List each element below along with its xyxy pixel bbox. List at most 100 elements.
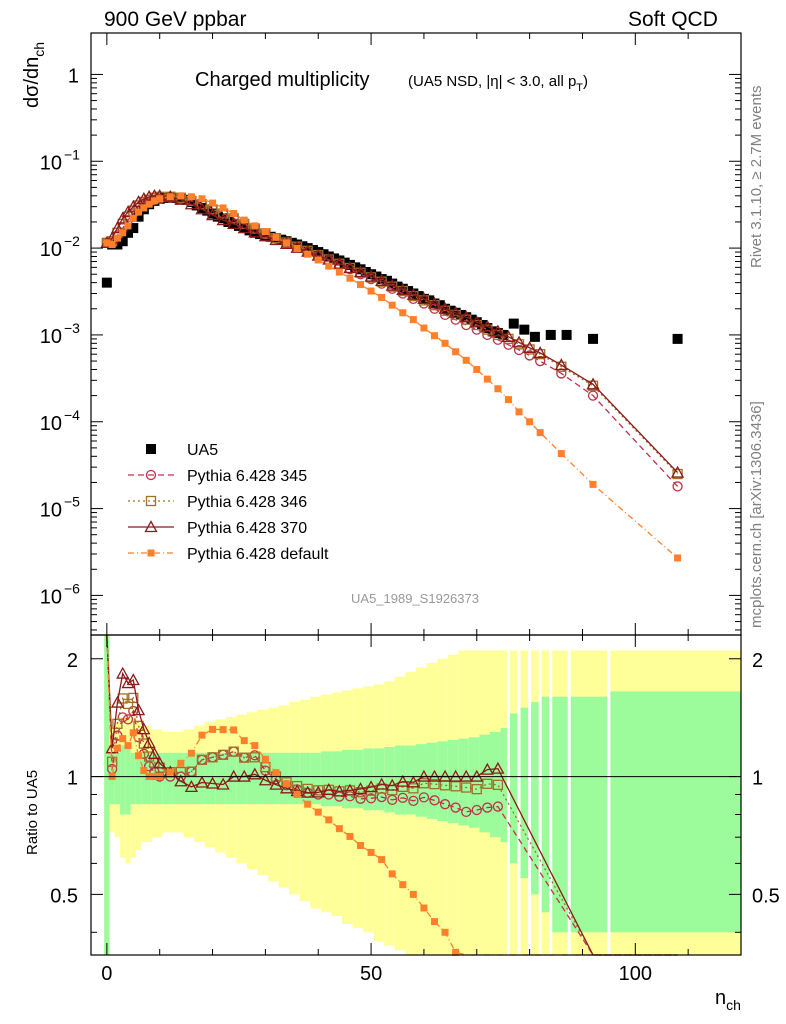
data-point-main (166, 193, 174, 201)
data-point-ua5 (101, 277, 112, 288)
data-point-main (187, 193, 195, 201)
data-point-ratio (177, 759, 185, 767)
header-right: Soft QCD (628, 8, 718, 31)
data-point-ratio (249, 752, 260, 763)
data-point-ratio (399, 881, 407, 889)
data-point-main (535, 349, 546, 360)
tick-label: 10 (40, 413, 62, 435)
ratio-band-inner (135, 752, 142, 805)
ratio-band-inner (236, 752, 247, 805)
data-point-ratio (364, 780, 378, 793)
data-point-main (116, 211, 130, 224)
ratio-band-inner (384, 747, 395, 813)
data-point-ua5 (360, 267, 371, 278)
ratio-band-inner (500, 728, 509, 843)
ratio-band-gap (506, 635, 510, 955)
ratio-band-gap (607, 635, 611, 955)
data-point-main (251, 222, 259, 230)
data-point-ratio (480, 762, 494, 775)
data-point-ua5 (561, 329, 572, 340)
data-point-ratio (378, 856, 386, 864)
data-point-ratio (187, 749, 195, 757)
data-point-ua5 (545, 329, 556, 340)
data-point-ratio (450, 781, 461, 792)
data-point-ratio (258, 773, 272, 786)
tick-label-exp: −4 (64, 407, 80, 423)
ratio-band-inner (608, 691, 741, 933)
data-point-main (314, 256, 322, 264)
data-point-ratio (112, 718, 123, 730)
data-point-ua5 (339, 257, 350, 268)
data-point-ratio (482, 802, 493, 813)
legend-label: Pythia 6.428 370 (187, 520, 307, 537)
ratio-band-gap (549, 635, 553, 955)
data-point-ratio (397, 792, 408, 803)
data-point-main (237, 221, 251, 234)
data-point-ratio (116, 666, 130, 679)
ratio-band-inner (104, 635, 110, 955)
data-point-main (385, 278, 399, 291)
data-point-main (501, 330, 516, 343)
data-point-main (248, 225, 262, 238)
data-point-ratio (396, 774, 410, 787)
data-point-main (209, 199, 217, 207)
data-point-ua5 (350, 262, 361, 273)
tick-label-exp: −1 (64, 146, 80, 162)
data-point-main (420, 324, 428, 332)
data-point-ratio (137, 722, 151, 735)
data-point-ua5 (519, 324, 530, 335)
data-point-ratio (217, 749, 229, 760)
data-point-ua5 (508, 318, 519, 329)
data-point-ratio (251, 742, 259, 750)
data-point-main (504, 396, 512, 404)
ratio-band-inner (342, 749, 353, 809)
data-point-main (427, 296, 442, 309)
data-point-ratio (388, 870, 396, 878)
data-point-main (227, 217, 241, 230)
data-point-main (670, 465, 685, 478)
ratio-band-inner (405, 745, 416, 815)
data-point-main (396, 283, 410, 296)
data-point-main (195, 202, 209, 215)
data-point-ratio (304, 800, 312, 808)
data-point-ratio (314, 808, 322, 816)
data-point-ratio (239, 752, 250, 763)
data-point-main (261, 228, 269, 236)
data-point-ratio (387, 794, 398, 806)
data-point-main (364, 269, 378, 282)
data-point-main (515, 408, 523, 416)
data-point-main (491, 324, 505, 337)
data-point-ratio (240, 737, 248, 745)
data-point-main (461, 319, 472, 331)
header-left: 900 GeV ppbar (104, 8, 247, 31)
data-point-ratio (293, 790, 301, 798)
data-point-ratio (301, 785, 315, 798)
data-point-ratio (128, 692, 139, 704)
data-point-ratio (471, 784, 482, 795)
ratio-band-outer (384, 681, 395, 946)
data-point-main (272, 233, 280, 241)
ratio-band-outer (373, 684, 385, 942)
data-point-main (462, 356, 470, 364)
data-point-ratio (110, 695, 125, 708)
data-point-ratio (375, 777, 389, 790)
data-point-ratio (420, 904, 428, 912)
data-point-main (230, 210, 238, 218)
data-point-ratio (198, 731, 206, 739)
data-point-ratio (429, 778, 440, 790)
data-point-main (452, 348, 460, 356)
data-point-ua5 (122, 227, 133, 238)
ratio-band-inner (550, 696, 570, 933)
data-point-ua5 (482, 323, 493, 334)
data-point-ratio (492, 779, 504, 791)
ratio-band-inner (183, 752, 195, 805)
tick-label: 1 (752, 768, 763, 790)
data-point-main (353, 265, 368, 278)
ratio-band-inner (162, 752, 173, 805)
data-point-ratio (143, 751, 155, 762)
data-point-main (335, 268, 343, 276)
data-point-ratio (461, 782, 472, 793)
data-point-ratio (346, 832, 354, 840)
data-point-ratio (129, 729, 137, 737)
data-point-ratio (261, 755, 269, 763)
